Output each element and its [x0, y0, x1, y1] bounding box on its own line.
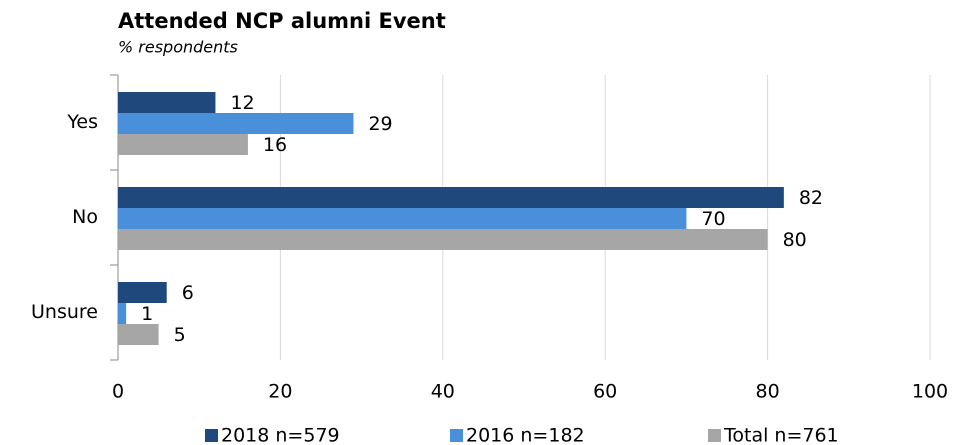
legend-label: Total n=761: [723, 425, 839, 445]
x-tick-label: 40: [431, 381, 455, 403]
x-tick-label: 0: [112, 381, 124, 403]
data-label: 1: [141, 303, 153, 325]
legend-swatch: [450, 429, 463, 442]
data-label: 6: [182, 282, 194, 304]
chart-subtitle: % respondents: [118, 38, 238, 57]
data-label: 29: [368, 113, 392, 135]
y-tick-label: Yes: [66, 111, 98, 133]
bar: [118, 303, 127, 324]
bar: [118, 208, 687, 229]
x-tick-label: 100: [912, 381, 948, 403]
x-tick-label: 80: [756, 381, 780, 403]
legend-swatch: [708, 429, 721, 442]
data-label: 80: [783, 229, 807, 251]
data-label: 12: [230, 92, 254, 114]
bar: [118, 282, 167, 303]
bar: [118, 92, 216, 113]
bar: [118, 324, 159, 345]
data-label: 82: [799, 187, 823, 209]
bar: [118, 134, 248, 155]
legend-swatch: [205, 429, 218, 442]
bar: [118, 113, 354, 134]
legend-label: 2018 n=579: [221, 425, 340, 445]
data-label: 5: [174, 324, 186, 346]
x-tick-label: 60: [593, 381, 617, 403]
y-tick-label: No: [72, 206, 98, 228]
legend-label: 2016 n=182: [466, 425, 585, 445]
chart-title: Attended NCP alumni Event: [118, 9, 446, 33]
data-label: 70: [701, 208, 725, 230]
bar: [118, 187, 784, 208]
data-label: 16: [263, 134, 287, 156]
x-tick-label: 20: [268, 381, 292, 403]
y-tick-label: Unsure: [31, 301, 98, 323]
bar: [118, 229, 768, 250]
